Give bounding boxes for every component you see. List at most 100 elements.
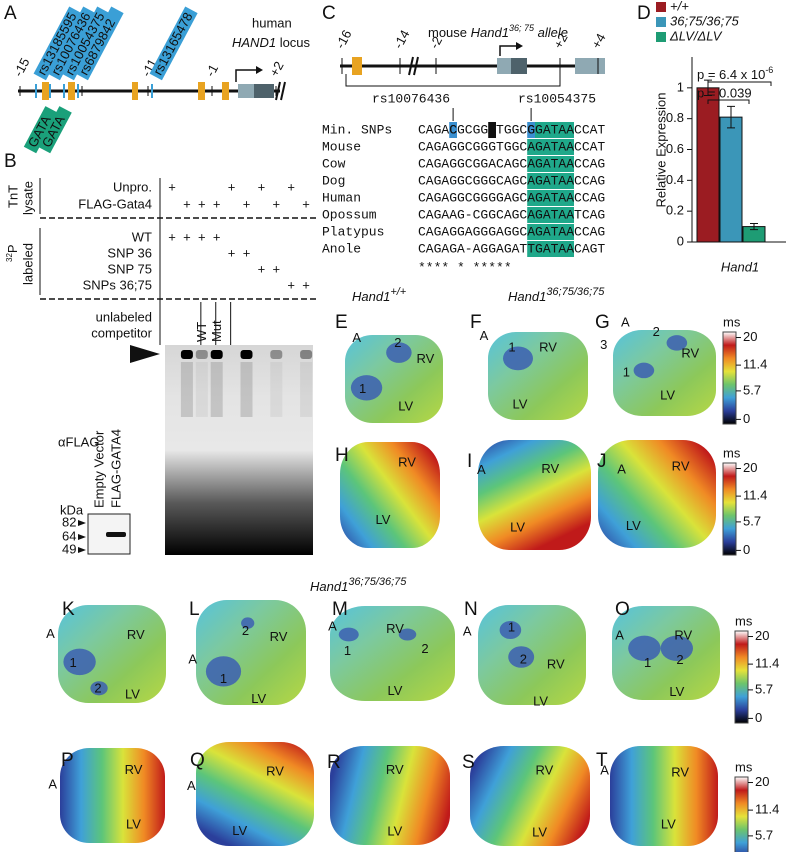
species-name: Min. SNPs <box>322 122 392 137</box>
header-genotype: 36;75/36;75 <box>546 286 605 298</box>
marker-arrow <box>78 534 86 540</box>
map-label: A <box>187 778 196 793</box>
panel-letter: E <box>335 312 348 333</box>
group-label: TnT <box>5 185 20 208</box>
early-site <box>63 648 96 676</box>
panel-letter: T <box>596 750 608 771</box>
y-tick-label: 0 <box>677 233 684 248</box>
row-label: SNPs 36;75 <box>83 277 152 292</box>
map-label: LV <box>513 396 528 411</box>
map-label: A <box>48 776 57 791</box>
species-name: Dog <box>322 173 345 188</box>
colorbar-label: 20 <box>755 628 769 643</box>
legend-label: +/+ <box>670 0 689 13</box>
sequence: CAGAGGCGGACAGCAGATAACCAG <box>418 156 605 171</box>
p-bracket <box>707 99 750 104</box>
western-band <box>106 532 126 537</box>
panel-letter: F <box>470 312 482 333</box>
row-label: WT <box>132 229 152 244</box>
panel-letter: K <box>62 599 75 620</box>
marker-arrow <box>78 520 86 526</box>
band-arrow <box>130 345 160 363</box>
title-sup: 36; 75 <box>509 23 535 33</box>
sequence: CAGAGA-AGGAGATTGATAACAGT <box>418 241 605 256</box>
map-label: LV <box>532 824 547 839</box>
map-label: A <box>477 462 486 477</box>
species-name: Cow <box>322 156 346 171</box>
colorbar-label: 5.7 <box>743 382 761 397</box>
species-name: Human <box>322 190 361 205</box>
activation-map <box>330 606 455 701</box>
activation-map <box>478 440 591 550</box>
y-tick-label: 0.2 <box>666 203 684 218</box>
map-label: A <box>600 762 609 777</box>
colorbar-label: 11.4 <box>743 357 767 372</box>
plus-mark: + <box>287 277 295 292</box>
gata-box <box>37 106 72 154</box>
map-label: RV <box>270 629 288 644</box>
position-label: -14 <box>390 27 412 51</box>
map-label: RV <box>416 351 434 366</box>
snp-highlight <box>488 122 496 138</box>
plus-mark: + <box>168 179 176 194</box>
panel-letter: D <box>637 3 651 24</box>
p-text: p = 6.4 x 10 <box>697 67 765 82</box>
header-gene: Hand1 <box>508 289 546 304</box>
plus-mark: + <box>243 245 251 260</box>
map-label: A <box>188 651 197 666</box>
map-label: RV <box>127 627 145 642</box>
plus-mark: + <box>213 229 221 244</box>
map-label: 2 <box>676 652 683 667</box>
panel-letter: A <box>4 3 17 24</box>
colorbar <box>734 630 749 724</box>
tss-arrowhead <box>516 42 523 50</box>
map-label: RV <box>398 455 416 470</box>
snp-label: rs10076436 <box>372 91 450 106</box>
species-name: Mouse <box>322 139 361 154</box>
exon <box>132 82 138 100</box>
sequence: CAGAAG-CGGCAGCAGATAATCAG <box>418 207 605 222</box>
gata-highlight <box>527 241 574 257</box>
tss-arrowhead <box>256 66 263 74</box>
position-label: -16 <box>332 27 354 51</box>
gel-band <box>270 350 283 359</box>
title-part: allele <box>534 25 568 40</box>
map-label: A <box>328 618 337 633</box>
row-label: FLAG-Gata4 <box>78 196 152 211</box>
snp-tag-box <box>47 6 96 81</box>
early-site <box>205 656 242 687</box>
map-label: 2 <box>653 324 660 339</box>
map-label: LV <box>398 399 413 414</box>
map-label: RV <box>674 628 692 643</box>
map-label: RV <box>125 762 143 777</box>
position-label: +2 <box>550 31 570 51</box>
group-label: 32P <box>5 244 21 262</box>
competitor-label: WT <box>194 322 209 342</box>
header-genotype: +/+ <box>390 286 406 298</box>
legend-swatch <box>656 2 666 12</box>
row-label: Unpro. <box>113 179 152 194</box>
map-label: 2 <box>520 651 527 666</box>
colorbar-label: 11.4 <box>743 488 767 503</box>
map-label: RV <box>539 339 557 354</box>
gata-highlight <box>527 156 574 172</box>
map-label: LV <box>125 687 140 702</box>
competitor-label: Mut <box>209 320 224 342</box>
map-label: A <box>463 623 472 638</box>
p-value: p = 6.4 x 10-6 <box>697 65 773 82</box>
marker-label: 82 <box>62 514 76 529</box>
conservation: **** * ***** <box>418 260 512 275</box>
early-site <box>660 635 693 661</box>
break <box>413 56 419 76</box>
snp-label: rs13165478 <box>150 10 195 78</box>
panel-letter: B <box>4 151 17 172</box>
panel-letter: S <box>462 752 475 773</box>
tss-arrow <box>499 45 516 56</box>
plus-mark: + <box>198 196 206 211</box>
gel-band <box>240 350 253 359</box>
map-label: RV <box>386 621 404 636</box>
activation-map <box>488 332 588 420</box>
plus-mark: + <box>258 261 266 276</box>
y-axis-label: Relative Expression <box>653 93 668 208</box>
colorbar-label: 0 <box>743 411 750 426</box>
